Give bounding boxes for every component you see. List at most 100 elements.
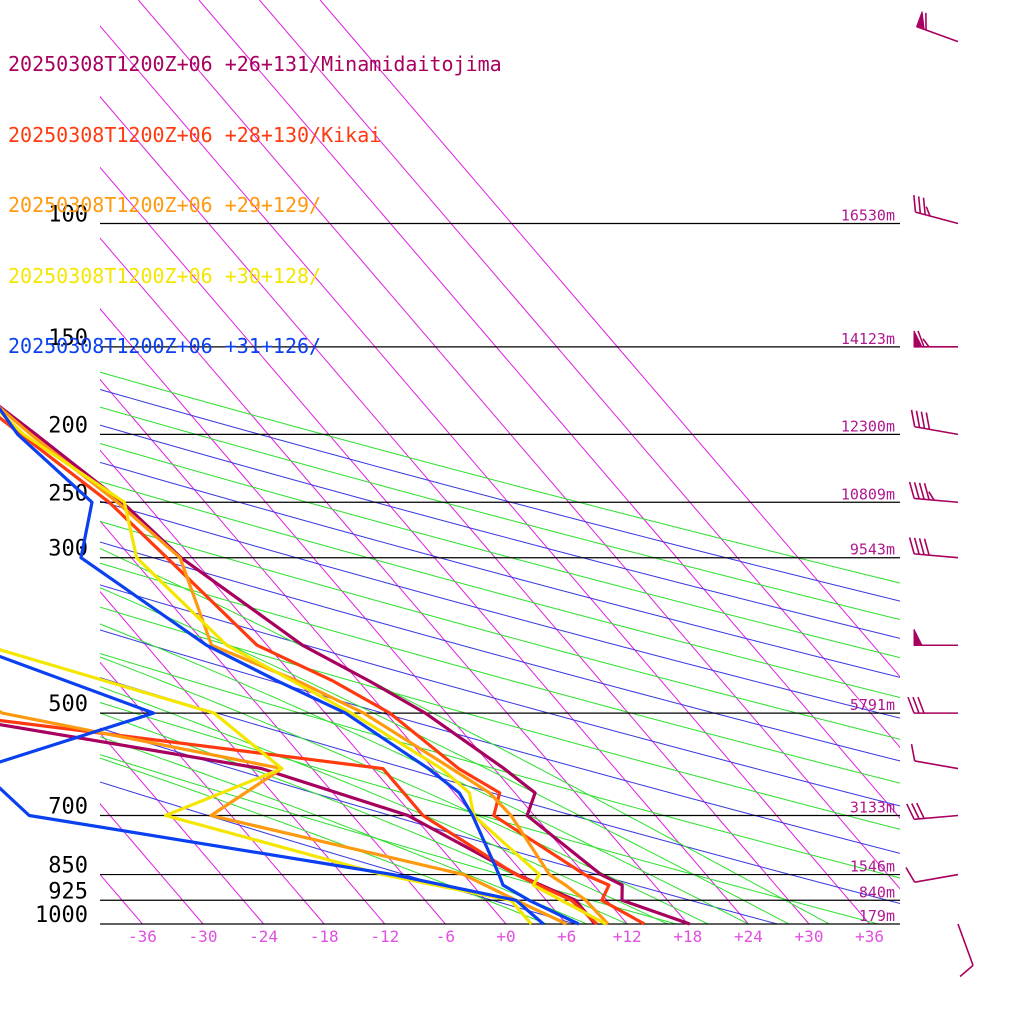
height-label: 3133m <box>850 798 895 816</box>
barb-feather <box>922 338 930 348</box>
barb-feather <box>911 803 920 820</box>
isotherm-line <box>100 166 749 924</box>
isotherm-line <box>319 0 900 678</box>
wind-barb <box>913 195 959 225</box>
height-label: 14123m <box>841 330 895 348</box>
barb-feather <box>905 867 916 883</box>
barb-feather <box>910 409 916 427</box>
dewpoint-series-line <box>0 718 598 926</box>
barb-staff <box>957 923 974 966</box>
moist-adiabat-line <box>100 736 587 924</box>
barb-feather <box>918 538 925 555</box>
dry-adiabat-line <box>100 754 677 924</box>
dry-adiabat-line <box>100 652 900 879</box>
barb-staff <box>914 814 959 821</box>
pressure-tick-label: 700 <box>48 794 88 819</box>
wind-barbs <box>905 11 974 978</box>
barb-pennant <box>913 330 923 348</box>
dewpoint-series-line <box>0 654 545 926</box>
barb-staff <box>914 425 959 436</box>
barb-feather <box>913 195 917 213</box>
barb-staff <box>914 553 959 559</box>
wind-barb <box>906 802 959 821</box>
dry-adiabat-line <box>100 606 900 830</box>
wind-barb <box>908 481 959 504</box>
dry-adiabat-line <box>100 406 900 621</box>
moist-adiabat-line <box>100 656 709 924</box>
isotherm-line <box>259 0 900 749</box>
wind-barb <box>913 330 958 348</box>
isotherm-line <box>100 520 446 924</box>
dry-adiabat-line <box>100 562 900 784</box>
barb-staff <box>914 760 959 770</box>
pressure-tick-label: 850 <box>48 854 88 879</box>
moist-adiabat-line <box>100 757 547 924</box>
barb-feather <box>916 802 925 819</box>
barb-feather <box>908 537 915 555</box>
temperature-tick-label: +36 <box>855 927 884 946</box>
pressure-tick-label: 100 <box>48 203 88 228</box>
moist-adiabat-line <box>100 686 668 924</box>
pressure-tick-label: 200 <box>48 413 88 438</box>
barb-feather <box>912 696 920 714</box>
barb-feather <box>922 197 926 215</box>
barb-feather <box>917 330 925 348</box>
barb-feather <box>908 481 915 499</box>
temperature-series-line <box>0 409 607 926</box>
barb-feather <box>915 410 921 428</box>
dry-adiabat-line <box>100 388 900 602</box>
dry-adiabat-line <box>100 629 900 854</box>
isotherm-line <box>137 0 900 890</box>
legend-entry: 20250308T1200Z+06 +29+129/ <box>8 193 322 217</box>
temperature-tick-label: +6 <box>557 927 576 946</box>
temperature-series-line <box>0 415 646 926</box>
isotherm-line <box>100 237 689 924</box>
height-label: 5791m <box>850 696 895 714</box>
temperature-series-line <box>0 404 691 926</box>
isotherm-line <box>100 732 264 924</box>
temperature-tick-label: +12 <box>613 927 642 946</box>
pressure-tick-label: 150 <box>48 326 88 351</box>
dry-adiabat-line <box>100 443 900 659</box>
moist-adiabat-line <box>100 623 749 924</box>
wind-barb <box>957 923 974 978</box>
moist-adiabat-line <box>100 587 790 924</box>
height-label: 12300m <box>841 417 895 435</box>
wind-barb <box>916 11 959 43</box>
height-label: 840m <box>859 883 895 901</box>
isotherm-line <box>100 590 386 924</box>
barb-feather <box>923 483 930 500</box>
legend-entry: 20250308T1200Z+06 +31+126/ <box>8 334 322 358</box>
dry-adiabat-line <box>100 424 900 639</box>
wind-barb <box>913 629 958 647</box>
pressure-tick-label: 925 <box>48 879 88 904</box>
isotherm-line <box>100 95 810 924</box>
barb-feather <box>913 537 920 555</box>
temperature-series-line <box>0 406 580 926</box>
wind-barb <box>910 744 959 770</box>
temperature-tick-label: -30 <box>189 927 218 946</box>
wind-barb <box>910 409 959 436</box>
temperature-tick-label: -36 <box>128 927 157 946</box>
temperature-tick-label: -24 <box>249 927 278 946</box>
temperature-tick-label: -12 <box>370 927 399 946</box>
barb-staff <box>914 497 959 504</box>
dry-adiabat-line <box>100 584 900 807</box>
background-lines <box>100 0 900 924</box>
barb-feather <box>910 744 916 762</box>
wind-barb <box>905 867 959 883</box>
temperature-series-line <box>0 405 610 926</box>
wind-barb <box>908 537 959 559</box>
temperature-tick-label: +30 <box>795 927 824 946</box>
height-label: 9543m <box>850 541 895 559</box>
dry-adiabat-line <box>100 677 900 905</box>
legend-entry: 20250308T1200Z+06 +30+128/ <box>8 263 322 288</box>
wind-barb <box>907 696 958 714</box>
dewpoint-series-line <box>0 709 568 926</box>
barb-pennant <box>916 11 925 31</box>
height-label: 179m <box>859 907 895 925</box>
dry-adiabat-line <box>100 371 900 584</box>
pressure-tick-label: 1000 <box>35 903 88 928</box>
temperature-tick-label: -6 <box>436 927 455 946</box>
